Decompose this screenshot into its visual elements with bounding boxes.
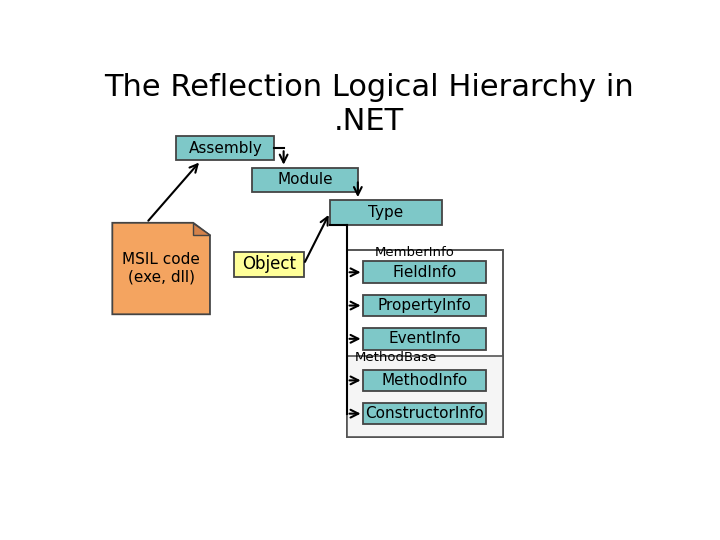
FancyBboxPatch shape	[330, 200, 441, 225]
FancyBboxPatch shape	[364, 369, 486, 391]
Text: Object: Object	[242, 255, 296, 273]
FancyBboxPatch shape	[347, 356, 503, 437]
Text: MSIL code
(exe, dll): MSIL code (exe, dll)	[122, 252, 200, 285]
Text: FieldInfo: FieldInfo	[392, 265, 457, 280]
Text: ConstructorInfo: ConstructorInfo	[366, 406, 484, 421]
FancyBboxPatch shape	[252, 167, 358, 192]
FancyBboxPatch shape	[364, 295, 486, 316]
Text: The Reflection Logical Hierarchy in
.NET: The Reflection Logical Hierarchy in .NET	[104, 73, 634, 136]
Text: Assembly: Assembly	[189, 141, 262, 156]
Polygon shape	[112, 223, 210, 314]
Text: MethodInfo: MethodInfo	[382, 373, 468, 388]
Text: Module: Module	[277, 172, 333, 187]
Polygon shape	[193, 223, 210, 235]
FancyBboxPatch shape	[347, 250, 503, 437]
FancyBboxPatch shape	[364, 261, 486, 283]
FancyBboxPatch shape	[364, 403, 486, 424]
FancyBboxPatch shape	[176, 136, 274, 160]
Text: MethodBase: MethodBase	[355, 352, 438, 365]
Text: MemberInfo: MemberInfo	[374, 246, 454, 259]
Text: EventInfo: EventInfo	[389, 332, 461, 346]
FancyBboxPatch shape	[234, 252, 304, 277]
Text: Type: Type	[368, 205, 403, 220]
FancyBboxPatch shape	[364, 328, 486, 349]
Text: PropertyInfo: PropertyInfo	[378, 298, 472, 313]
